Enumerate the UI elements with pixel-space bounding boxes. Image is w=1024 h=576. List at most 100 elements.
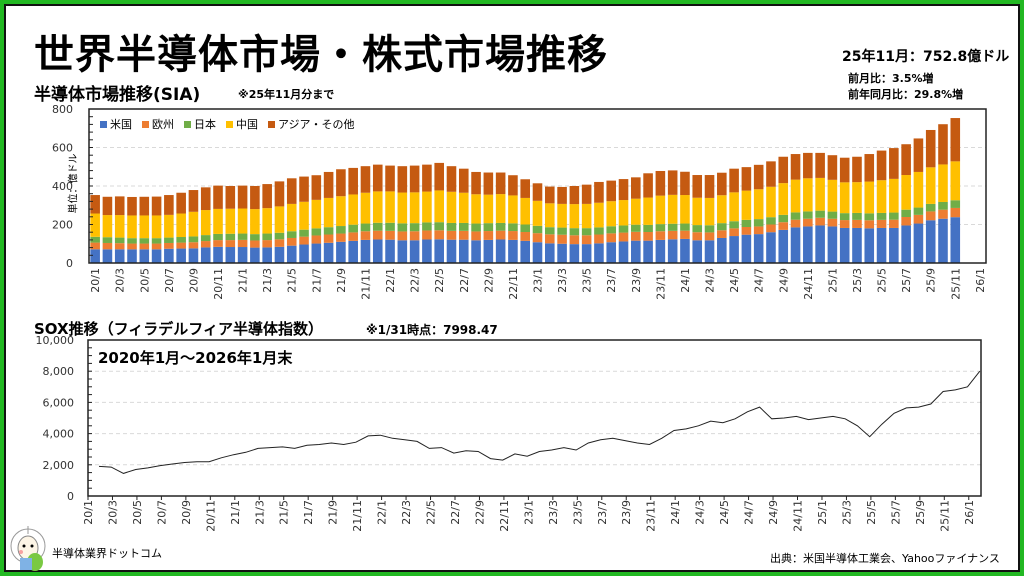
bar-segment: [176, 242, 186, 249]
bar-segment: [446, 222, 457, 231]
bar-segment: [385, 222, 395, 231]
bar-segment: [102, 249, 113, 263]
latest-market-value: 25年11月：752.8億ドル: [842, 49, 1010, 65]
bar-segment: [164, 195, 174, 215]
x-tick-label: 22/3: [400, 500, 413, 525]
x-tick-label: 21/7: [302, 500, 315, 525]
x-tick-label: 22/5: [433, 268, 446, 293]
slide-frame: [4, 4, 1020, 572]
bar-segment: [397, 192, 408, 224]
bar-segment: [508, 223, 518, 232]
x-tick-label: 20/3: [106, 500, 119, 525]
bar-segment: [262, 247, 272, 263]
bar-segment: [581, 203, 592, 229]
bar-segment: [729, 221, 739, 229]
bar-segment: [200, 247, 211, 263]
x-tick-label: 24/5: [718, 500, 731, 525]
bar-segment: [803, 178, 813, 212]
legend-label: 中国: [236, 118, 258, 131]
bar-segment: [336, 169, 346, 197]
bar-segment: [434, 222, 444, 231]
x-tick-label: 25/3: [851, 268, 864, 293]
bar-segment: [606, 242, 617, 263]
bar-segment: [139, 238, 150, 244]
bar-segment: [299, 201, 309, 230]
bar-segment: [323, 242, 334, 263]
bar-segment: [176, 213, 186, 238]
bar-segment: [409, 231, 420, 241]
bar-segment: [938, 124, 948, 165]
bar-segment: [581, 228, 592, 236]
bar-segment: [790, 227, 801, 263]
bar-segment: [692, 197, 703, 226]
bar-segment: [274, 246, 285, 263]
page-title: 世界半導体市場・株式市場推移: [34, 32, 608, 78]
bar-segment: [925, 203, 936, 212]
bar-segment: [852, 219, 862, 228]
bar-segment: [544, 243, 555, 263]
bar-segment: [483, 231, 494, 240]
bar-segment: [225, 233, 236, 241]
plot-border: [87, 339, 982, 497]
bar-segment: [348, 224, 358, 233]
bar-segment: [286, 245, 297, 263]
bar-segment: [680, 230, 690, 239]
x-tick-label: 23/1: [522, 500, 535, 525]
bar-segment: [680, 238, 690, 263]
bar-segment: [889, 178, 899, 213]
legend-swatch: [184, 120, 191, 128]
bar-segment: [299, 229, 309, 237]
bar-segment: [139, 196, 150, 216]
bar-segment: [213, 246, 223, 263]
x-tick-label: 22/3: [409, 268, 422, 293]
y-tick-label: 400: [52, 180, 73, 193]
bar-segment: [938, 209, 948, 219]
bar-segment: [631, 240, 641, 263]
bar-segment: [532, 233, 543, 243]
bar-segment: [778, 156, 789, 184]
bar-segment: [667, 239, 678, 263]
bar-segment: [151, 243, 162, 250]
bar-segment: [225, 247, 236, 263]
bar-segment: [680, 195, 690, 224]
bar-segment: [569, 186, 580, 205]
bar-segment: [422, 191, 432, 223]
bar-segment: [200, 210, 211, 236]
x-tick-label: 22/7: [458, 268, 471, 293]
bar-segment: [237, 185, 248, 209]
bar-segment: [409, 240, 420, 263]
x-tick-label: 22/5: [425, 500, 438, 525]
bar-segment: [311, 228, 322, 236]
bar-segment: [200, 235, 211, 242]
bar-segment: [766, 232, 776, 263]
bar-segment: [901, 209, 911, 217]
bar-segment: [618, 225, 629, 233]
bar-segment: [729, 236, 739, 263]
bar-segment: [827, 211, 838, 219]
x-tick-label: 22/9: [473, 500, 486, 525]
bar-segment: [90, 213, 100, 237]
bar-segment: [458, 239, 469, 263]
bar-segment: [569, 204, 580, 229]
bar-segment: [766, 161, 776, 187]
sox-chart-note: ※1/31時点：7998.47: [366, 323, 498, 337]
bar-segment: [692, 240, 703, 263]
x-tick-label: 25/1: [816, 500, 829, 525]
bar-segment: [913, 223, 924, 263]
bar-segment: [889, 219, 899, 228]
bar-segment: [544, 203, 555, 228]
bar-segment: [397, 240, 408, 263]
bar-segment: [839, 220, 850, 228]
bar-segment: [409, 223, 420, 232]
legend-swatch: [100, 120, 107, 128]
bar-segment: [655, 239, 666, 263]
bar-segment: [766, 217, 776, 225]
bar-segment: [717, 195, 727, 224]
bar-segment: [544, 186, 555, 204]
bar-segment: [569, 228, 580, 236]
bar-segment: [950, 161, 961, 201]
x-tick-label: 25/11: [938, 500, 951, 532]
bar-segment: [532, 225, 543, 234]
bar-segment: [225, 208, 236, 234]
bar-segment: [631, 231, 641, 241]
